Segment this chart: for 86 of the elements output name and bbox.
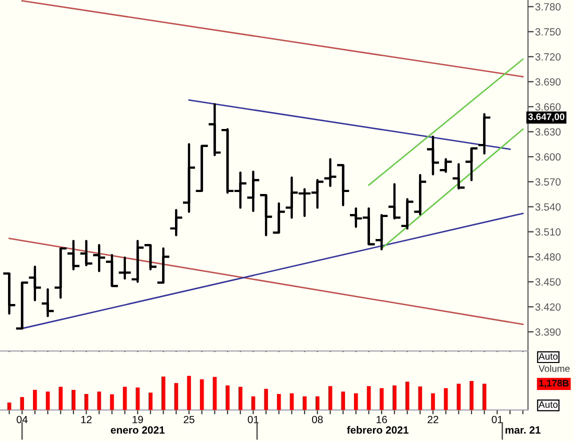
y-tick-label: 3.660 xyxy=(535,103,561,111)
bar xyxy=(174,383,178,410)
text: febrero 2021 xyxy=(346,426,408,434)
bar xyxy=(380,388,384,410)
bar xyxy=(482,384,486,410)
bar xyxy=(302,396,306,410)
candlestick xyxy=(183,143,195,213)
bar xyxy=(226,385,230,410)
y-tick-label: 3.570 xyxy=(535,178,561,186)
x-tick-label: 12 xyxy=(81,416,92,424)
bar xyxy=(315,396,320,410)
candlestick xyxy=(414,174,426,216)
bar xyxy=(187,376,191,410)
y-tick-label: 3.420 xyxy=(535,303,561,311)
bar xyxy=(7,402,12,410)
candlestick xyxy=(478,113,490,155)
y-tick-label: 3.450 xyxy=(535,278,561,286)
bar xyxy=(212,376,217,410)
candlestick xyxy=(132,240,144,283)
bar xyxy=(200,379,204,410)
x-tick-label: 01 xyxy=(248,416,258,424)
bar xyxy=(97,392,102,410)
text: enero 2021 xyxy=(110,426,165,434)
x-tick-label: 01 xyxy=(492,416,502,424)
y-tick-label: 3.480 xyxy=(535,253,561,261)
bar xyxy=(418,386,422,410)
y-tick-label: 3.780 xyxy=(535,3,561,11)
text: Auto xyxy=(538,401,558,408)
bar xyxy=(238,386,242,410)
candlestick xyxy=(28,266,41,302)
bar xyxy=(354,393,358,410)
x-tick-label: 16 xyxy=(376,416,387,424)
x-tick-label: 08 xyxy=(312,416,323,424)
text: 1,178B xyxy=(539,380,569,388)
candlestick xyxy=(118,256,131,280)
bar xyxy=(328,386,332,410)
candlestick xyxy=(426,136,439,176)
y-tick-label: 3.720 xyxy=(535,53,561,61)
bar xyxy=(264,388,268,410)
candlestick xyxy=(93,244,106,272)
bar xyxy=(46,392,50,410)
y-tick-label: 3.390 xyxy=(535,328,561,336)
y-tick-label: 3.690 xyxy=(535,78,561,86)
y-tick-label: 3.630 xyxy=(535,128,561,136)
bar xyxy=(341,392,346,410)
candlestick xyxy=(42,288,54,318)
bar xyxy=(122,386,127,410)
bar xyxy=(136,387,140,410)
candlestick xyxy=(401,198,414,230)
bar xyxy=(251,396,256,410)
candlestick xyxy=(80,240,92,266)
bar xyxy=(276,394,281,410)
x-tick-label: 19 xyxy=(132,416,143,424)
text: 3.647,00 xyxy=(528,113,564,122)
bar xyxy=(366,386,371,410)
text: mar. 21 xyxy=(506,426,541,434)
candlestick xyxy=(247,170,260,212)
candlestick xyxy=(208,103,221,156)
x-tick-label: 04 xyxy=(16,416,28,424)
bar xyxy=(110,394,114,410)
bar xyxy=(58,386,63,410)
y-tick-label: 3.750 xyxy=(535,28,561,36)
candlestick xyxy=(170,208,182,236)
bar xyxy=(72,390,76,410)
bar xyxy=(405,382,410,410)
y-tick-label: 3.540 xyxy=(535,203,561,211)
bar xyxy=(456,384,461,410)
x-tick-label: 22 xyxy=(428,416,438,424)
bar xyxy=(161,376,166,410)
y-tick-label: 3.510 xyxy=(535,228,561,236)
bar xyxy=(431,393,435,410)
bar xyxy=(392,385,396,410)
y-tick-label: 3.600 xyxy=(535,153,561,161)
bar xyxy=(470,381,474,410)
bar xyxy=(444,388,448,410)
candlestick xyxy=(440,158,452,173)
bar xyxy=(148,392,152,410)
x-tick-label: 25 xyxy=(184,416,194,424)
bar xyxy=(20,397,24,410)
text: Auto xyxy=(538,353,558,360)
bar xyxy=(290,393,294,410)
bar xyxy=(84,394,88,410)
candlestick xyxy=(324,158,336,188)
y-axis-title: Volume xyxy=(538,365,570,372)
candlestick xyxy=(67,240,80,270)
bar xyxy=(33,390,37,410)
